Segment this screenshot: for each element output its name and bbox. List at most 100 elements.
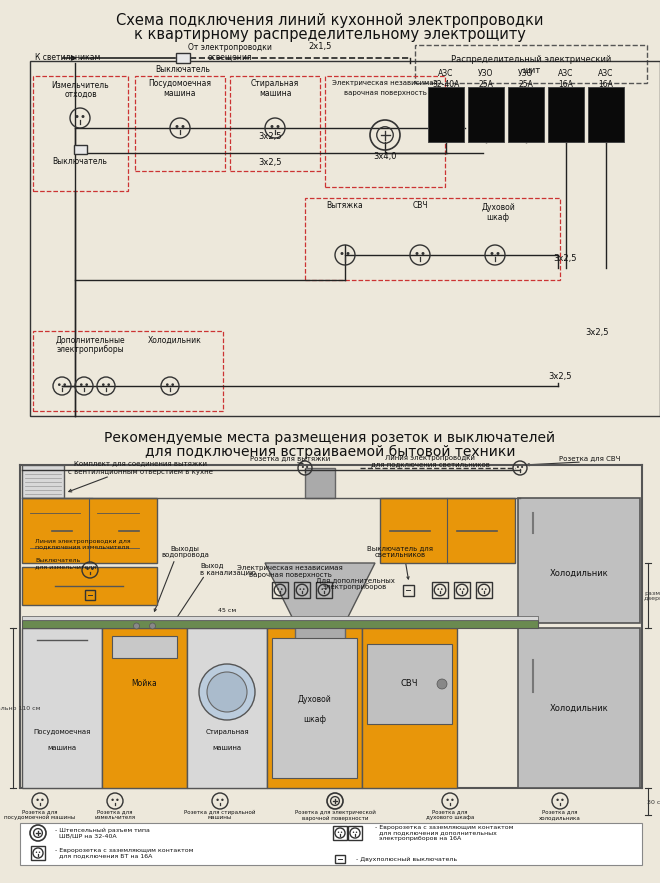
Text: Вытяжка: Вытяжка bbox=[327, 201, 364, 210]
Text: подключения измельчителя: подключения измельчителя bbox=[35, 545, 129, 549]
Circle shape bbox=[133, 623, 139, 629]
Bar bbox=[476, 582, 492, 598]
Bar bbox=[230, 76, 320, 171]
Text: Выход: Выход bbox=[200, 562, 223, 568]
Text: Розетка для электрической
варочной поверхности: Розетка для электрической варочной повер… bbox=[294, 810, 376, 820]
Circle shape bbox=[36, 798, 39, 801]
Circle shape bbox=[58, 383, 61, 386]
Bar bbox=[335, 855, 345, 863]
Text: Розетка для
измельчителя: Розетка для измельчителя bbox=[94, 810, 135, 820]
Circle shape bbox=[80, 383, 82, 386]
Text: для подключения светильников: для подключения светильников bbox=[370, 461, 490, 467]
Circle shape bbox=[459, 588, 461, 590]
Text: размер
дверцы: размер дверцы bbox=[644, 591, 660, 601]
Circle shape bbox=[341, 252, 343, 255]
Circle shape bbox=[325, 588, 327, 590]
Circle shape bbox=[437, 679, 447, 689]
Circle shape bbox=[485, 588, 486, 590]
Circle shape bbox=[556, 798, 559, 801]
Text: Рекомендуемые места размещения розеток и выключателей: Рекомендуемые места размещения розеток и… bbox=[104, 431, 556, 445]
Text: Розетка для вытяжки: Розетка для вытяжки bbox=[250, 455, 330, 461]
Text: варочная поверхность: варочная поверхность bbox=[344, 90, 426, 96]
Bar bbox=[22, 620, 538, 628]
Text: варочная поверхность: варочная поверхность bbox=[249, 572, 331, 578]
Circle shape bbox=[346, 252, 350, 255]
Bar bbox=[305, 468, 335, 498]
Circle shape bbox=[85, 383, 88, 386]
Circle shape bbox=[496, 252, 500, 255]
Bar bbox=[272, 582, 288, 598]
Bar bbox=[508, 87, 544, 142]
Bar bbox=[348, 826, 362, 840]
Bar bbox=[85, 590, 95, 600]
Bar bbox=[428, 87, 464, 142]
Circle shape bbox=[207, 672, 247, 712]
Text: Розетка для стиральной
машины: Розетка для стиральной машины bbox=[184, 810, 256, 820]
Circle shape bbox=[302, 466, 304, 468]
Bar bbox=[31, 846, 45, 860]
Bar bbox=[22, 498, 157, 563]
Text: Линия электропроводки: Линия электропроводки bbox=[385, 455, 475, 461]
Text: Электрическая независимая: Электрическая независимая bbox=[332, 80, 438, 86]
Text: 45 см: 45 см bbox=[218, 608, 236, 613]
Circle shape bbox=[81, 115, 84, 118]
Text: Холодильник: Холодильник bbox=[148, 336, 202, 344]
Circle shape bbox=[277, 125, 279, 128]
Text: - Евророзетка с заземляющим контактом
  для подключения БТ на 16А: - Евророзетка с заземляющим контактом дл… bbox=[55, 848, 193, 858]
Bar bbox=[316, 582, 332, 598]
Circle shape bbox=[561, 798, 564, 801]
Circle shape bbox=[172, 383, 174, 386]
Circle shape bbox=[300, 588, 301, 590]
Text: Измельчитель: Измельчитель bbox=[51, 80, 110, 89]
Bar bbox=[30, 61, 660, 416]
Text: 3х4,0: 3х4,0 bbox=[374, 152, 397, 161]
Circle shape bbox=[281, 588, 282, 590]
Text: водопровода: водопровода bbox=[161, 552, 209, 558]
Bar bbox=[403, 585, 414, 595]
Circle shape bbox=[116, 798, 119, 801]
Circle shape bbox=[102, 383, 105, 386]
Text: 3х2,5: 3х2,5 bbox=[585, 328, 609, 337]
Text: отходов: отходов bbox=[64, 89, 97, 99]
Bar bbox=[454, 582, 470, 598]
Circle shape bbox=[416, 252, 418, 255]
Text: машина: машина bbox=[48, 745, 77, 751]
Bar bbox=[272, 638, 357, 778]
Text: СВЧ: СВЧ bbox=[412, 201, 428, 210]
Circle shape bbox=[182, 125, 185, 128]
Text: От электропроводки: От электропроводки bbox=[188, 42, 272, 51]
Circle shape bbox=[338, 832, 339, 833]
Text: для подключения встраиваемой бытовой техники: для подключения встраиваемой бытовой тех… bbox=[145, 445, 515, 459]
Text: Для дополнительных: Для дополнительных bbox=[315, 578, 395, 584]
Circle shape bbox=[221, 798, 224, 801]
Circle shape bbox=[166, 383, 169, 386]
Bar bbox=[588, 87, 624, 142]
Circle shape bbox=[451, 798, 453, 801]
Text: светильников: светильников bbox=[374, 552, 426, 558]
Text: - Штепсельный разъем типа
  ШВ/ШР на 32-40А: - Штепсельный разъем типа ШВ/ШР на 32-40… bbox=[55, 827, 150, 839]
Circle shape bbox=[438, 588, 439, 590]
Text: 30 см: 30 см bbox=[647, 799, 660, 804]
Text: 3х2,5: 3х2,5 bbox=[258, 132, 282, 141]
Text: Выключатель для: Выключатель для bbox=[367, 545, 433, 551]
Circle shape bbox=[63, 383, 66, 386]
Text: машина: машина bbox=[259, 89, 291, 99]
Text: Розетка для
холодильника: Розетка для холодильника bbox=[539, 810, 581, 820]
Circle shape bbox=[321, 588, 323, 590]
Text: электроприборов: электроприборов bbox=[323, 584, 387, 591]
Text: Выключатель: Выключатель bbox=[35, 559, 81, 563]
Circle shape bbox=[446, 798, 449, 801]
Circle shape bbox=[36, 851, 37, 853]
Text: Холодильник: Холодильник bbox=[550, 704, 609, 713]
Bar bbox=[333, 826, 347, 840]
Text: Дополнительные: Дополнительные bbox=[55, 336, 125, 344]
Circle shape bbox=[108, 383, 110, 386]
Text: щит: щит bbox=[522, 65, 540, 74]
Bar bbox=[294, 582, 310, 598]
Circle shape bbox=[41, 798, 44, 801]
Circle shape bbox=[441, 588, 443, 590]
Text: Схема подключения линий кухонной электропроводки: Схема подключения линий кухонной электро… bbox=[116, 13, 544, 28]
Circle shape bbox=[86, 568, 89, 570]
Bar bbox=[518, 498, 640, 623]
Circle shape bbox=[356, 832, 357, 833]
